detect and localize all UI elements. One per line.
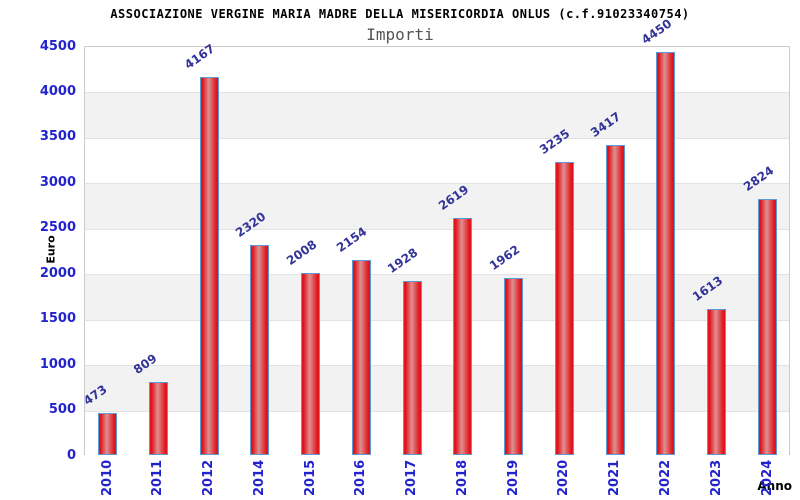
bar-2019 (504, 277, 524, 455)
gridline (85, 274, 789, 276)
plot-band (85, 319, 789, 366)
x-tick-label: 2022 (657, 459, 673, 496)
x-tick-label: 2016 (353, 459, 369, 496)
x-tick-label: 2021 (607, 459, 623, 496)
plot-band (85, 274, 789, 320)
gridline (85, 137, 789, 139)
y-tick-label: 3000 (39, 174, 76, 190)
x-tick-label: 2011 (150, 459, 166, 496)
x-tick-label: 2017 (404, 459, 420, 496)
x-tick-label: 2018 (454, 459, 470, 496)
bar-2014 (250, 245, 270, 455)
plot-band (85, 410, 789, 456)
x-tick-label: 2020 (556, 459, 572, 496)
plot-band (85, 183, 789, 229)
y-tick-label: 2000 (39, 265, 76, 281)
bar-2015 (301, 273, 321, 455)
bar-2016 (351, 260, 371, 455)
y-tick-label: 1000 (39, 356, 76, 372)
bar-2010 (98, 413, 117, 455)
plot-band (85, 365, 789, 411)
gridline (85, 365, 789, 367)
y-tick-label: 0 (66, 447, 76, 463)
bar-2024 (758, 199, 777, 455)
y-tick-label: 4500 (39, 38, 76, 54)
gridline (85, 410, 789, 412)
bar-2022 (656, 51, 676, 455)
plot-band (85, 92, 789, 138)
bar-2023 (707, 309, 727, 455)
x-tick-label: 2019 (505, 459, 521, 496)
x-tick-label: 2012 (201, 459, 217, 496)
plot-band (85, 228, 789, 275)
bar-2012 (199, 77, 219, 455)
plot-band (85, 137, 789, 184)
gridline (85, 319, 789, 321)
gridline (85, 92, 789, 94)
bar-2020 (554, 161, 574, 455)
bar-2018 (453, 217, 473, 455)
chart-subtitle: Importi (366, 25, 434, 44)
gridline (85, 183, 789, 185)
gridline (85, 228, 789, 230)
x-tick-label: 2023 (708, 459, 724, 496)
plot-area (84, 46, 790, 456)
y-tick-label: 2500 (39, 220, 76, 236)
x-tick-label: 2014 (251, 459, 267, 496)
y-tick-label: 1500 (39, 311, 76, 327)
chart-title: ASSOCIAZIONE VERGINE MARIA MADRE DELLA M… (110, 7, 690, 21)
x-tick-label: 2015 (302, 459, 318, 496)
x-axis-title: Anno (757, 479, 792, 493)
x-tick-label: 2010 (99, 459, 115, 496)
bar-2021 (605, 145, 625, 455)
x-tick-label: 2024 (759, 459, 775, 496)
y-tick-label: 4000 (39, 83, 76, 99)
y-tick-label: 500 (48, 402, 76, 418)
bar-2017 (402, 280, 422, 455)
y-tick-label: 3500 (39, 129, 76, 145)
bar-2011 (148, 382, 168, 455)
